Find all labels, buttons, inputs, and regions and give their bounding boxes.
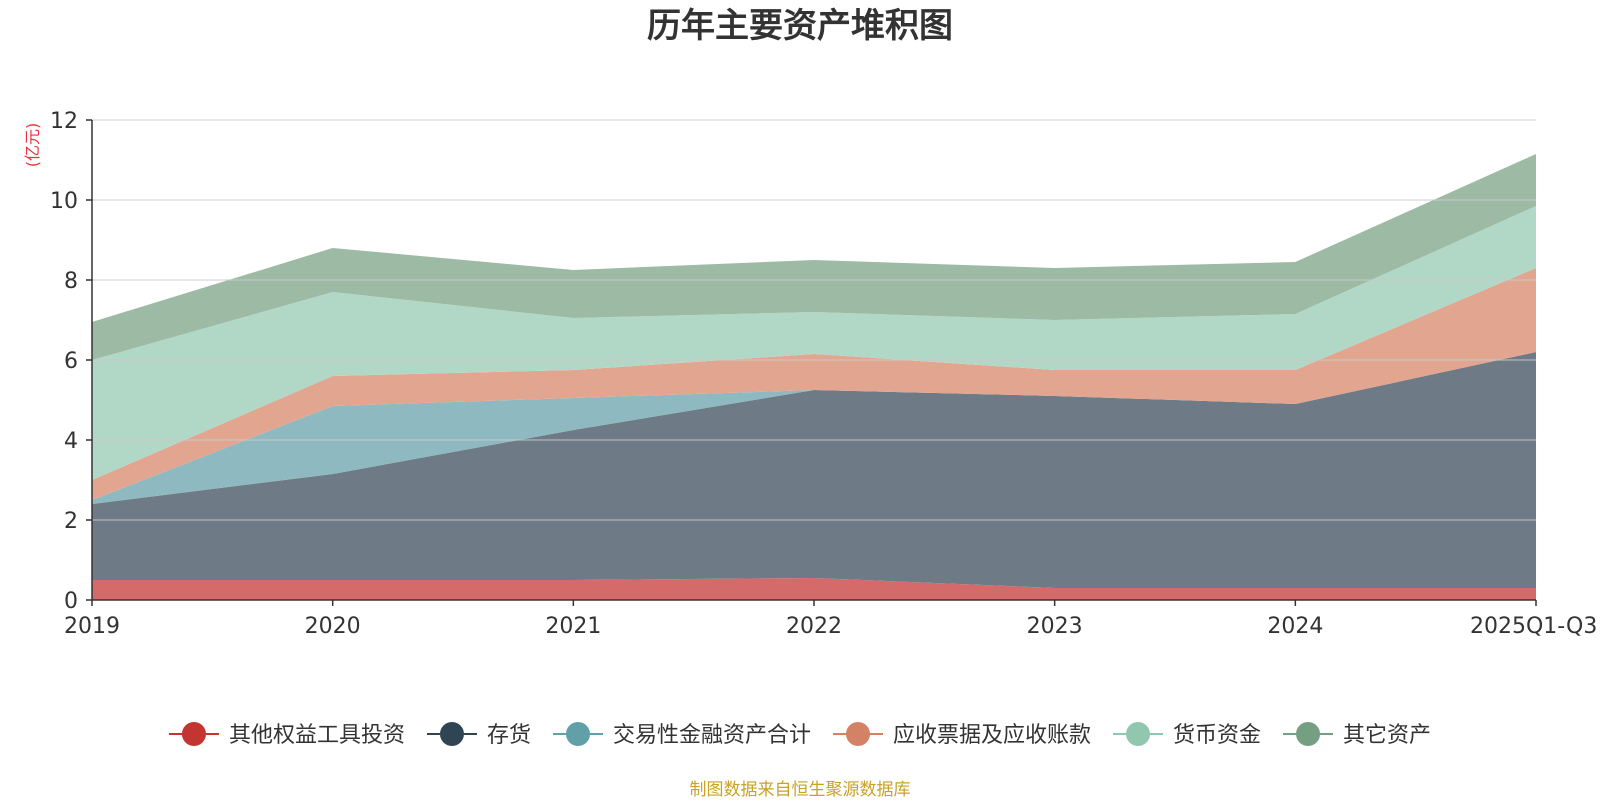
area-5: [92, 206, 1536, 480]
x-tick-label: 2023: [1027, 614, 1083, 639]
x-tick-label: 2020: [305, 614, 361, 639]
legend-label: 其他权益工具投资: [229, 723, 405, 748]
x-tick-label: 2022: [786, 614, 842, 639]
legend-circle-icon: [565, 722, 590, 746]
legend-circle-icon: [1126, 722, 1151, 746]
area-1: [92, 578, 1536, 600]
legend-item-2[interactable]: 存货: [426, 722, 531, 748]
x-tick-label: 2019: [64, 614, 120, 639]
x-tick-label: 2021: [545, 614, 601, 639]
legend-circle-icon: [1296, 722, 1321, 746]
legend-circle-icon: [181, 722, 206, 746]
area-3: [92, 352, 1536, 504]
legend-item-1[interactable]: 其他权益工具投资: [168, 722, 405, 748]
legend-label: 交易性金融资产合计: [613, 723, 811, 748]
legend-item-3[interactable]: 交易性金融资产合计: [552, 722, 811, 748]
y-tick-label: 10: [50, 189, 78, 214]
legend-label: 其它资产: [1343, 723, 1431, 748]
y-tick-label: 8: [64, 269, 78, 294]
y-tick-label: 4: [64, 429, 78, 454]
legend-circle-icon: [846, 722, 870, 746]
legend[interactable]: 其他权益工具投资 存货 交易性金融资产合计 应收票据及应收账款 货币资金 其它资产: [168, 722, 1431, 748]
area-2: [92, 352, 1536, 588]
area-6: [92, 154, 1536, 360]
legend-label: 货币资金: [1173, 723, 1261, 748]
legend-item-4[interactable]: 应收票据及应收账款: [833, 722, 1091, 748]
x-tick-label: 2024: [1267, 614, 1323, 639]
chart-title: 历年主要资产堆积图: [647, 6, 953, 46]
y-tick-label: 12: [50, 109, 78, 134]
y-tick-label: 6: [64, 349, 78, 374]
tick-labels: 0 2 4 6 8 10 12 2019 2020 2021 2022 2023 2024 2025Q1-…: [50, 109, 1597, 639]
legend-item-6[interactable]: 其它资产: [1283, 722, 1431, 748]
axes: [86, 119, 1537, 606]
area-series-group: [92, 154, 1536, 600]
area-4: [92, 268, 1536, 500]
y-tick-label: 0: [64, 589, 78, 614]
legend-label: 应收票据及应收账款: [893, 723, 1091, 748]
source-note: 制图数据来自恒生聚源数据库: [690, 780, 911, 800]
y-tick-label: 2: [64, 509, 78, 534]
legend-label: 存货: [487, 723, 531, 748]
legend-item-5[interactable]: 货币资金: [1113, 722, 1261, 748]
gridlines: [92, 119, 1536, 521]
legend-circle-icon: [439, 722, 464, 746]
y-axis-unit-label: (亿元): [23, 123, 42, 168]
x-tick-label: 2025Q1-Q3: [1470, 614, 1597, 639]
